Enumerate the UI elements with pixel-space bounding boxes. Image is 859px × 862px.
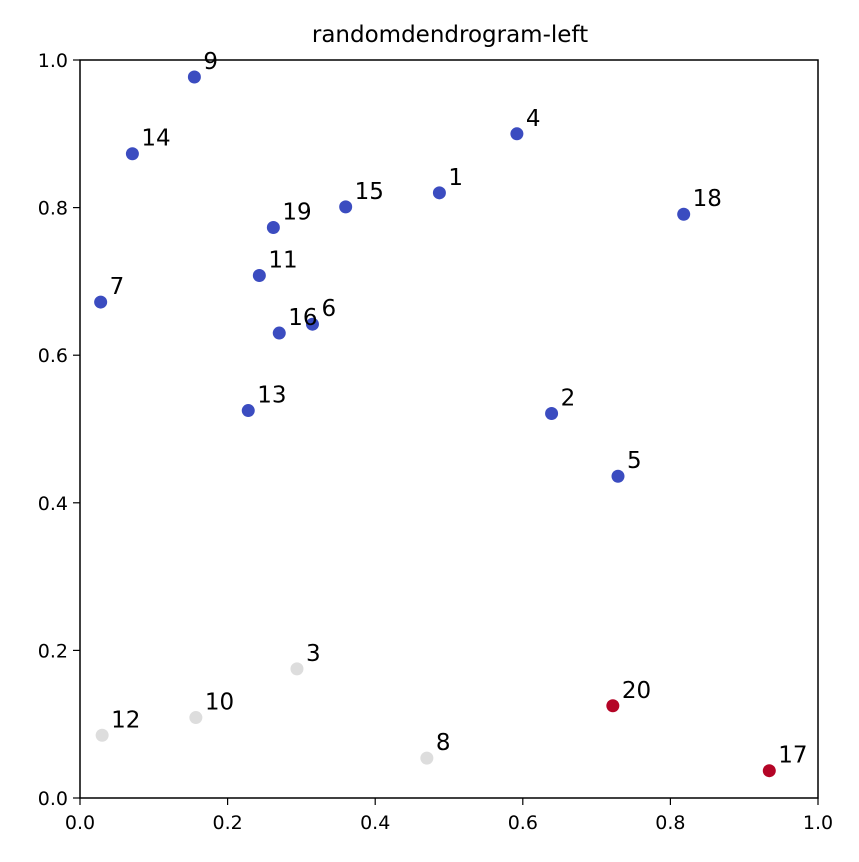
x-tick-label: 0.2 (212, 812, 242, 834)
point-label: 9 (203, 49, 218, 75)
data-point (611, 469, 625, 483)
y-tick-label: 0.2 (38, 640, 68, 662)
point-label: 2 (561, 386, 576, 412)
x-tick-label: 0.6 (508, 812, 538, 834)
x-tick-label: 0.0 (65, 812, 95, 834)
data-point (432, 186, 446, 200)
x-tick-label: 0.4 (360, 812, 390, 834)
data-point (545, 407, 559, 421)
data-point (241, 404, 255, 418)
y-tick-label: 0.8 (38, 198, 68, 220)
data-point (762, 764, 776, 778)
point-label: 11 (268, 247, 297, 273)
point-label: 7 (110, 274, 125, 300)
point-label: 18 (693, 186, 722, 212)
point-label: 6 (321, 296, 336, 322)
point-label: 1 (448, 165, 463, 191)
point-label: 14 (141, 126, 170, 152)
x-tick-label: 0.8 (655, 812, 685, 834)
data-point (510, 127, 524, 141)
data-point (94, 295, 108, 309)
plot-frame (79, 59, 819, 799)
point-label: 19 (282, 200, 311, 226)
y-tick-label: 0.4 (38, 493, 68, 515)
point-label: 13 (257, 383, 286, 409)
data-point (420, 751, 434, 765)
point-label: 17 (778, 743, 807, 769)
y-tick-label: 0.6 (38, 345, 68, 367)
data-point (339, 200, 353, 214)
data-point (305, 317, 319, 331)
point-label: 12 (111, 707, 140, 733)
chart-title: randomdendrogram-left (312, 22, 588, 48)
point-label: 5 (627, 448, 642, 474)
point-label: 10 (205, 690, 234, 716)
point-label: 8 (436, 730, 451, 756)
point-label: 15 (355, 179, 384, 205)
data-point (290, 662, 304, 676)
data-point (125, 147, 139, 161)
y-tick-label: 0.0 (38, 788, 68, 810)
x-tick-label: 1.0 (803, 812, 833, 834)
data-point (606, 699, 620, 713)
data-point (272, 326, 286, 340)
y-axis: 0.0 0.2 0.4 0.6 0.8 1.0 (38, 50, 80, 810)
data-point (189, 711, 203, 725)
data-point (187, 70, 201, 84)
x-axis: 0.0 0.2 0.4 0.6 0.8 1.0 (65, 798, 833, 834)
point-label: 3 (306, 641, 321, 667)
point-label: 4 (526, 106, 541, 132)
point-label: 16 (288, 305, 317, 331)
data-point (266, 221, 280, 235)
data-point (95, 728, 109, 742)
data-point (252, 268, 266, 282)
point-label: 20 (622, 678, 651, 704)
y-tick-label: 1.0 (38, 50, 68, 72)
data-point (677, 207, 691, 221)
